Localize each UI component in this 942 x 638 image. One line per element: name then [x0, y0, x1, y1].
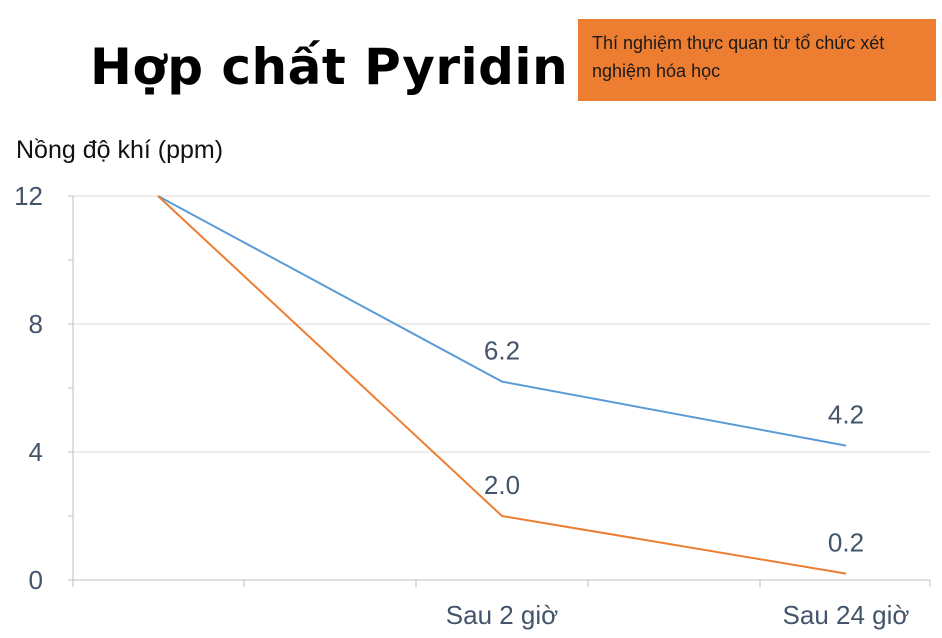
x-tick-label: Sau 2 giờ — [446, 600, 558, 630]
y-axis-label: Nồng độ khí (ppm) — [16, 136, 224, 164]
series-line-2 — [157, 195, 847, 575]
chart-title: Hợp chất Pyridin — [90, 38, 569, 96]
y-tick-label: 0 — [29, 565, 43, 595]
data-label: 6.2 — [484, 336, 520, 366]
data-label: 2.0 — [484, 470, 520, 500]
y-tick-label: 12 — [14, 181, 43, 211]
y-tick-label: 4 — [29, 437, 43, 467]
annotation-box: Thí nghiệm thực quan từ tổ chức xét nghi… — [578, 19, 936, 101]
data-label: 4.2 — [828, 400, 864, 430]
x-tick-label: Sau 24 giờ — [783, 600, 910, 630]
y-tick-label: 8 — [29, 309, 43, 339]
series-line-1 — [157, 195, 847, 447]
data-label: 0.2 — [828, 528, 864, 558]
